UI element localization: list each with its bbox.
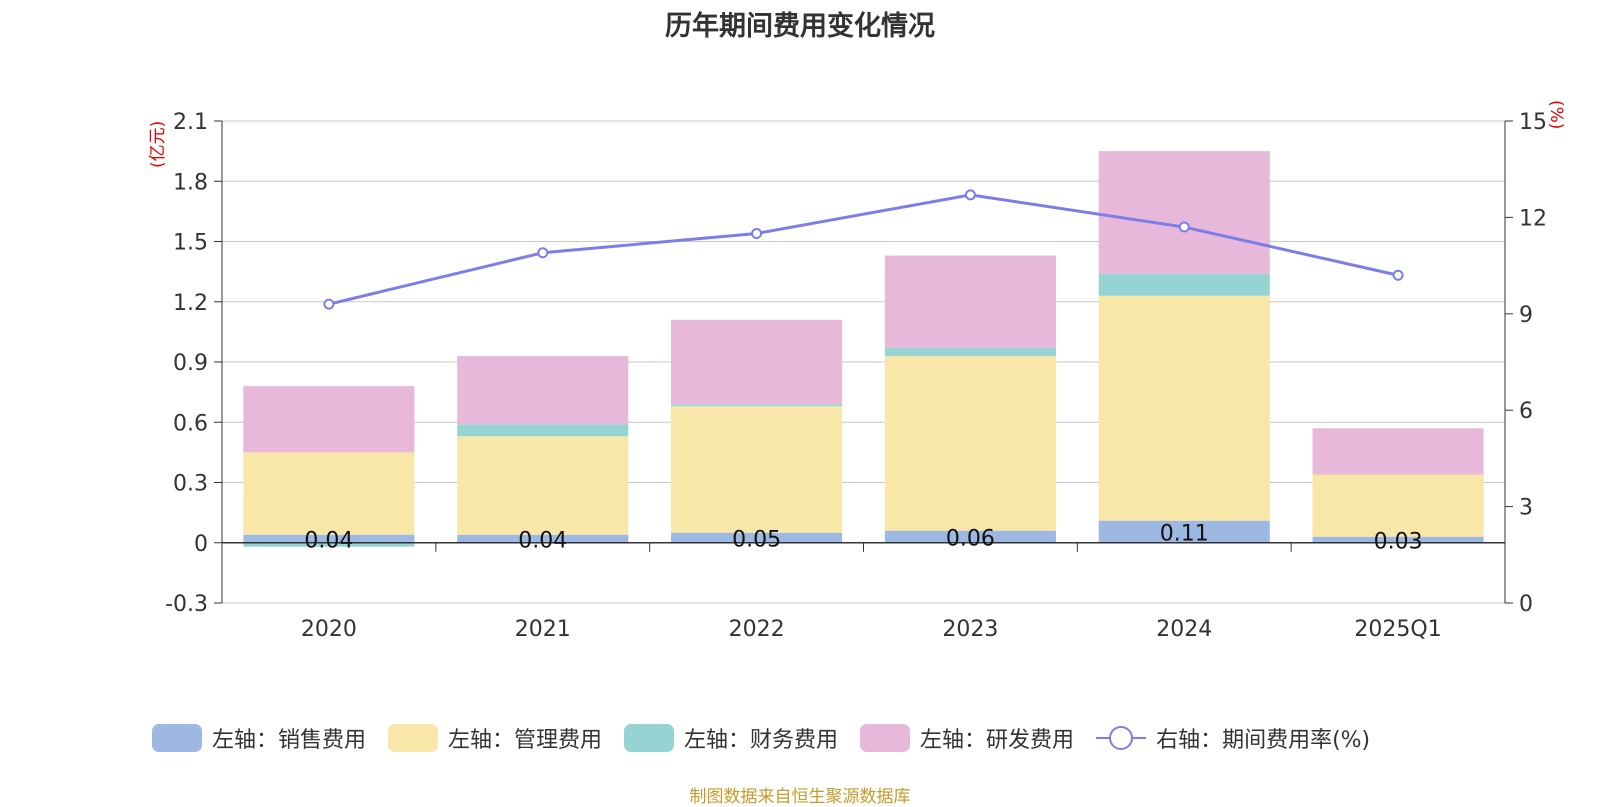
legend-item[interactable]: 右轴：期间费用率(%)	[1096, 722, 1370, 754]
bar-segment-2	[243, 452, 415, 535]
bar-data-label: 0.04	[304, 529, 353, 554]
bar-segment-4	[243, 386, 415, 453]
legend-swatch	[860, 724, 911, 752]
rate-point	[964, 189, 976, 201]
left-tick-label: 0.9	[173, 351, 208, 376]
bar-segment-2	[1312, 474, 1484, 537]
right-tick-label: 6	[1519, 399, 1533, 424]
category-label: 2020	[301, 617, 357, 642]
category-label: 2022	[729, 617, 785, 642]
bar-segment-3	[671, 404, 843, 407]
line-marker-icon	[1096, 726, 1147, 750]
bar-segment-1	[243, 534, 415, 543]
left-tick-label: 0	[194, 532, 208, 557]
rate-point	[323, 298, 335, 310]
left-tick-label: 0.6	[173, 411, 208, 436]
bar-data-label: 0.04	[518, 529, 567, 554]
legend-label: 左轴：研发费用	[920, 728, 1075, 753]
bar-data-label: 0.06	[946, 527, 995, 552]
legend-item[interactable]: 左轴：研发费用	[860, 722, 1074, 754]
bar-segment-2	[1098, 295, 1270, 521]
right-tick-label: 12	[1519, 206, 1547, 231]
bar-segment-3	[243, 542, 415, 547]
bar-segment-4	[671, 319, 843, 405]
category-label: 2024	[1156, 617, 1212, 642]
bar-segment-4	[1098, 151, 1270, 274]
legend-swatch	[388, 724, 439, 752]
legend-swatch	[624, 724, 675, 752]
legend-swatch	[152, 724, 202, 752]
bar-segment-4	[457, 355, 629, 425]
right-tick-label: 9	[1519, 303, 1533, 328]
bar-segment-2	[671, 406, 843, 533]
right-tick-label: 15	[1519, 110, 1547, 135]
left-tick-label: -0.3	[165, 592, 208, 617]
bar-segment-3	[1098, 273, 1270, 296]
chart-title: 历年期间费用变化情况	[665, 11, 935, 42]
legend-item[interactable]: 左轴：销售费用	[152, 722, 366, 754]
bar-segment-1	[1312, 536, 1484, 543]
data-source-note: 制图数据来自恒生聚源数据库	[689, 787, 911, 807]
legend-label: 右轴：期间费用率(%)	[1156, 728, 1371, 753]
bar-segment-1	[1098, 520, 1270, 543]
legend-label: 左轴：销售费用	[212, 728, 367, 753]
category-label: 2023	[942, 617, 998, 642]
rate-point	[1178, 221, 1190, 233]
category-label: 2025Q1	[1354, 617, 1441, 642]
bar-data-label: 0.11	[1160, 522, 1209, 547]
bar-segment-2	[884, 355, 1056, 531]
bar-segment-4	[884, 255, 1056, 348]
right-tick-label: 3	[1519, 496, 1533, 521]
legend-label: 左轴：财务费用	[684, 728, 839, 753]
left-tick-label: 1.8	[173, 170, 208, 195]
legend-item[interactable]: 左轴：财务费用	[624, 722, 838, 754]
category-label: 2021	[515, 617, 571, 642]
bar-data-label: 0.03	[1374, 530, 1423, 555]
left-tick-label: 2.1	[173, 110, 208, 135]
bar-segment-2	[457, 436, 629, 535]
rate-point	[1392, 269, 1404, 281]
rate-point	[537, 247, 549, 259]
left-tick-label: 0.3	[173, 472, 208, 497]
legend-label: 左轴：管理费用	[448, 728, 603, 753]
bar-segment-1	[884, 530, 1056, 543]
bar-segment-1	[457, 534, 629, 543]
legend-item[interactable]: 左轴：管理费用	[388, 722, 602, 754]
legend: 左轴：销售费用 左轴：管理费用 左轴：财务费用 左轴：研发费用 右轴：期间费用率(%)	[152, 722, 1392, 754]
left-tick-label: 1.5	[173, 231, 208, 256]
right-tick-label: 0	[1519, 592, 1533, 617]
rate-line	[328, 193, 1399, 306]
bar-segment-3	[457, 424, 629, 437]
bar-segment-3	[884, 347, 1056, 356]
bar-segment-1	[671, 532, 843, 543]
bar-segment-4	[1312, 428, 1484, 475]
rate-point	[751, 227, 763, 239]
bar-data-label: 0.05	[732, 528, 781, 553]
chart-plot: 2.1 1.8 1.5 1.2 0.9 0.6 0.3 0 -0.3 15 12 9 6 3 0 0.04 0.…	[165, 110, 1547, 642]
left-tick-label: 1.2	[173, 291, 208, 316]
